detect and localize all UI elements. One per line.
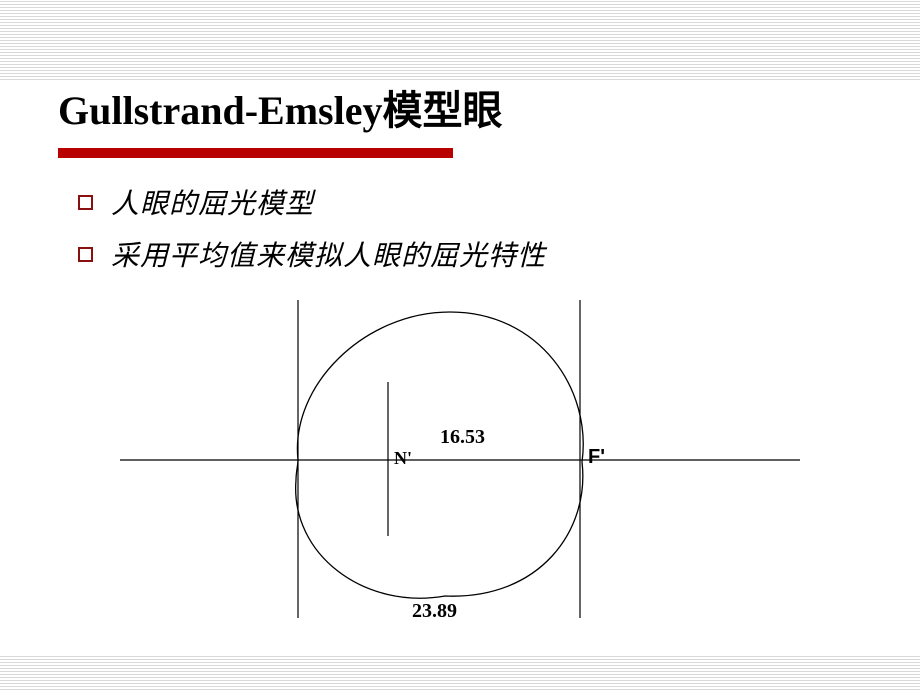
label-value-2: 23.89 <box>412 600 457 623</box>
bullet-icon <box>78 195 93 210</box>
label-value-1: 16.53 <box>440 426 485 449</box>
bullet-icon <box>78 247 93 262</box>
header-hatch <box>0 0 920 80</box>
eye-circle <box>296 312 584 598</box>
eye-model-diagram: N' 16.53 F' 23.89 <box>120 300 800 630</box>
label-focal-point: F' <box>588 446 605 469</box>
footer-hatch <box>0 654 920 690</box>
title-underline <box>58 148 453 158</box>
page-title: Gullstrand-Emsley模型眼 <box>58 78 502 136</box>
bullet-text: 采用平均值来模拟人眼的屈光特性 <box>111 234 546 274</box>
diagram-svg <box>120 300 800 630</box>
label-nodal-point: N' <box>394 448 412 469</box>
list-item: 采用平均值来模拟人眼的屈光特性 <box>78 234 546 274</box>
list-item: 人眼的屈光模型 <box>78 182 546 222</box>
bullet-list: 人眼的屈光模型 采用平均值来模拟人眼的屈光特性 <box>78 182 546 286</box>
bullet-text: 人眼的屈光模型 <box>111 182 314 222</box>
